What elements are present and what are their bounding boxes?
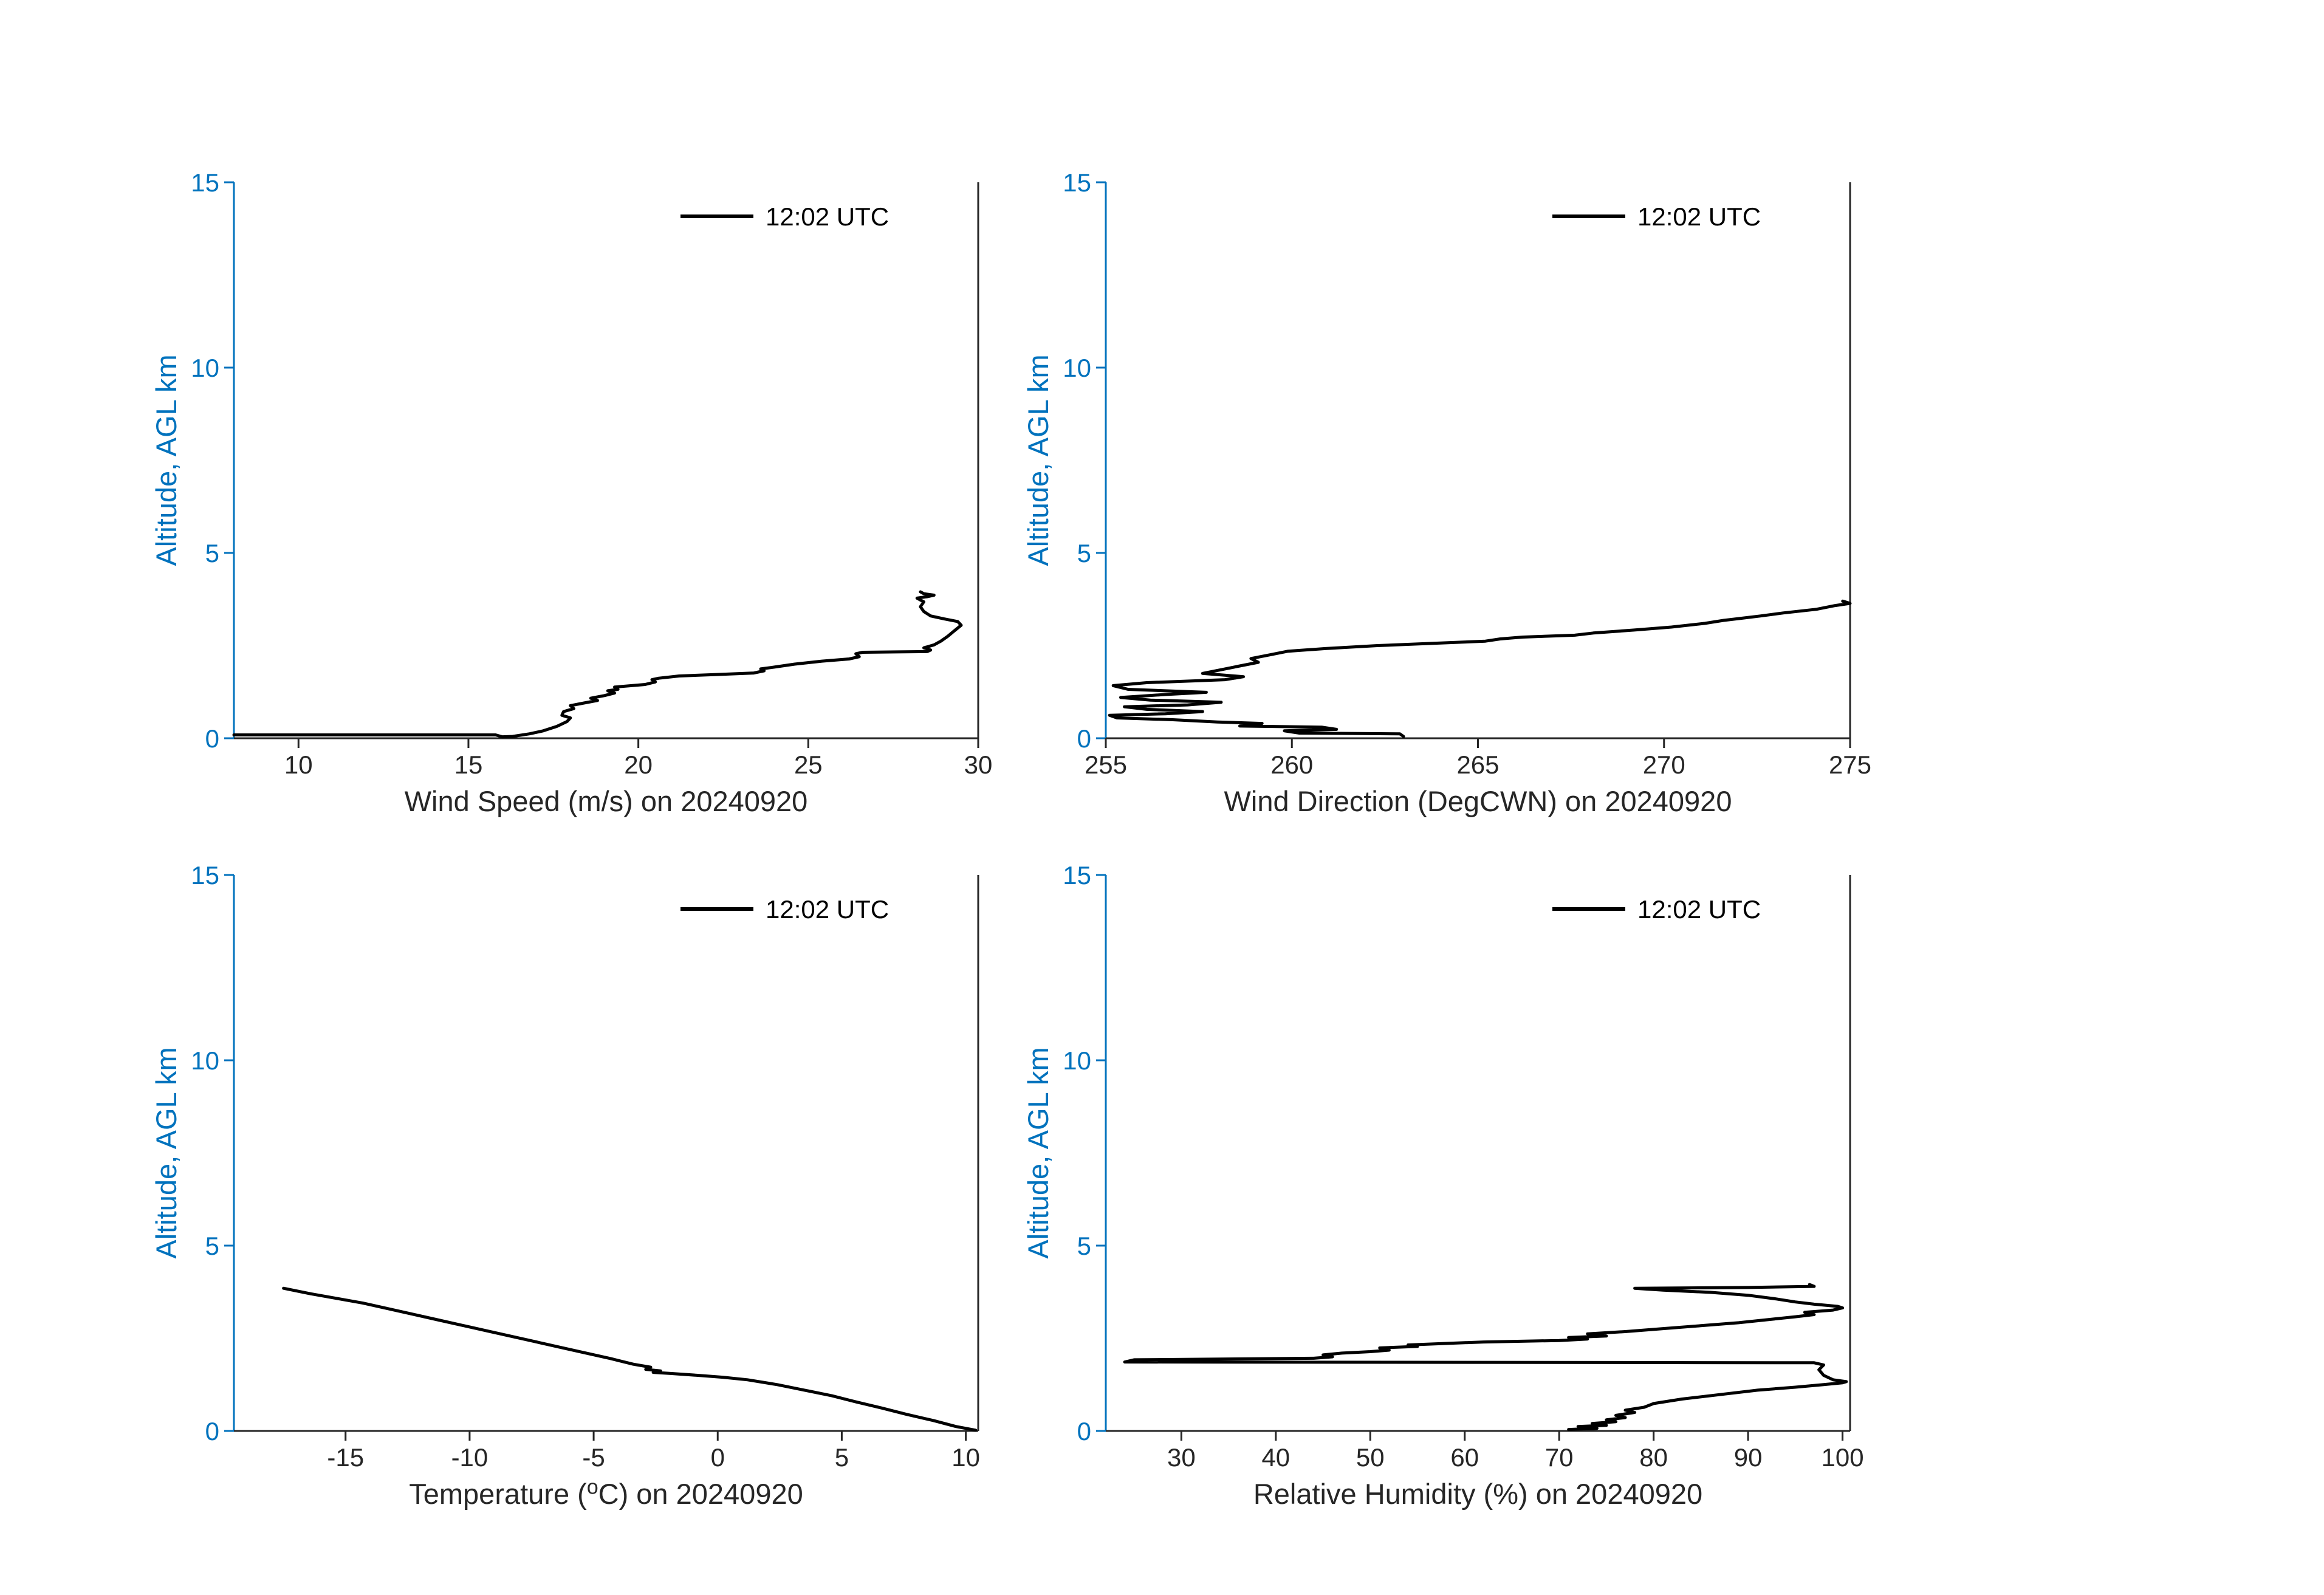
x-tick-label: 275 [1829, 750, 1871, 779]
x-tick-label: 20 [624, 750, 653, 779]
x-tick-label: 10 [284, 750, 313, 779]
x-tick-label: 25 [794, 750, 823, 779]
y-tick-label: 0 [205, 1417, 219, 1446]
profile-line-wind-direction [1108, 599, 1852, 738]
profile-line-temperature [282, 1286, 978, 1432]
x-tick-label: -5 [582, 1443, 605, 1472]
x-tick-label: 90 [1734, 1443, 1763, 1472]
x-tick-label: 30 [964, 750, 993, 779]
x-tick-label: 0 [711, 1443, 725, 1472]
y-tick-label: 10 [1063, 1046, 1091, 1075]
y-tick-label: 15 [191, 861, 219, 890]
x-axis-title: Wind Speed (m/s) on 20240920 [405, 785, 808, 817]
legend-label: 12:02 UTC [1637, 895, 1761, 924]
y-tick-label: 15 [1063, 168, 1091, 197]
legend-label: 12:02 UTC [766, 895, 889, 924]
y-tick-label: 10 [191, 1046, 219, 1075]
x-tick-label: 100 [1822, 1443, 1864, 1472]
x-axis-title: Relative Humidity (%) on 20240920 [1253, 1478, 1702, 1510]
y-tick-label: 10 [1063, 354, 1091, 382]
x-tick-label: 70 [1545, 1443, 1574, 1472]
y-tick-label: 5 [205, 539, 219, 568]
x-tick-label: 80 [1639, 1443, 1668, 1472]
x-tick-label: 255 [1085, 750, 1127, 779]
x-tick-label: 265 [1456, 750, 1499, 779]
x-tick-label: 260 [1270, 750, 1313, 779]
x-tick-label: 10 [951, 1443, 980, 1472]
y-axis-title: Altitude, AGL km [1022, 354, 1054, 566]
y-tick-label: 0 [1077, 1417, 1091, 1446]
x-tick-label: 40 [1261, 1443, 1290, 1472]
x-tick-label: -15 [327, 1443, 364, 1472]
x-tick-label: 60 [1450, 1443, 1479, 1472]
x-axis-title: Temperature (oC) on 20240920 [409, 1476, 803, 1510]
x-tick-label: 15 [454, 750, 483, 779]
y-axis-title: Altitude, AGL km [150, 354, 182, 566]
x-axis-title: Wind Direction (DegCWN) on 20240920 [1224, 785, 1732, 817]
x-tick-label: 270 [1643, 750, 1685, 779]
y-tick-label: 10 [191, 354, 219, 382]
y-tick-label: 5 [205, 1232, 219, 1260]
chart-temperature: 0 5 10 15 -15 -10 -5 0 5 10 Temperature (oC) on 20… [150, 861, 980, 1511]
profile-line-wind-speed [232, 590, 963, 739]
y-tick-label: 15 [191, 168, 219, 197]
x-tick-label: 30 [1167, 1443, 1196, 1472]
chart-wind-speed: 0 5 10 15 10 15 20 25 30 Wind Speed (m/s) on 2024… [150, 168, 993, 818]
legend-label: 12:02 UTC [1637, 202, 1761, 231]
chart-wind-direction: 0 5 10 15 255 260 265 270 275 Wind Direction (Deg… [1022, 168, 1872, 818]
y-tick-label: 15 [1063, 861, 1091, 890]
y-tick-label: 0 [205, 724, 219, 753]
y-tick-label: 5 [1077, 1232, 1091, 1260]
profile-line-relative-humidity [1123, 1283, 1848, 1432]
y-axis-title: Altitude, AGL km [1022, 1047, 1054, 1258]
chart-relative-humidity: 0 5 10 15 30 40 50 60 70 80 90 100 Relative Humidity… [1022, 861, 1864, 1511]
legend-label: 12:02 UTC [766, 202, 889, 231]
y-tick-label: 5 [1077, 539, 1091, 568]
x-tick-label: 5 [835, 1443, 849, 1472]
y-axis-title: Altitude, AGL km [150, 1047, 182, 1258]
x-tick-label: 50 [1356, 1443, 1385, 1472]
x-tick-label: -10 [451, 1443, 488, 1472]
y-tick-label: 0 [1077, 724, 1091, 753]
